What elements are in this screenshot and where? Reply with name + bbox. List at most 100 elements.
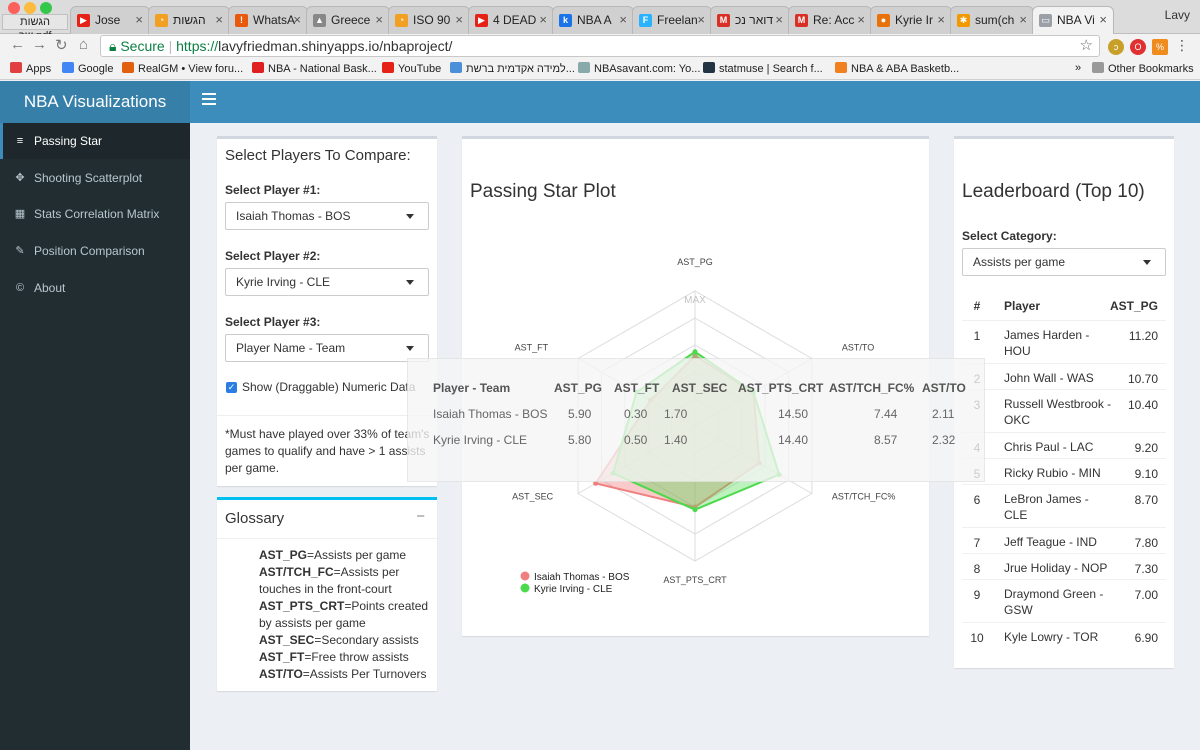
bookmark-icon bbox=[122, 62, 134, 73]
radar-point[interactable] bbox=[692, 349, 698, 355]
database-icon: ≡ bbox=[16, 135, 24, 147]
bookmark-item[interactable]: statmuse | Search f... bbox=[703, 62, 823, 75]
sidebar-item[interactable]: ≡ Passing Star bbox=[0, 123, 190, 159]
close-icon[interactable]: × bbox=[375, 12, 383, 27]
browser-tab[interactable]: ▶ 4 DEAD × bbox=[468, 6, 554, 34]
lb-header-rank[interactable]: # bbox=[973, 299, 981, 313]
player1-select[interactable]: Isaiah Thomas - BOS bbox=[225, 202, 429, 230]
bookmark-item[interactable]: NBAsavant.com: Yo... bbox=[578, 62, 700, 75]
close-icon[interactable]: × bbox=[619, 12, 627, 27]
category-select[interactable]: Assists per game bbox=[962, 248, 1166, 276]
lb-header-value[interactable]: AST_PG bbox=[1109, 299, 1158, 313]
glossary-term: AST/TO bbox=[259, 667, 303, 681]
bookmark-label: למידה אקדמית ברשת... bbox=[466, 63, 575, 75]
reload-icon[interactable]: ↻ bbox=[55, 37, 68, 54]
glossary-entry: AST_SEC=Secondary assists bbox=[259, 632, 429, 649]
divider bbox=[217, 538, 437, 539]
legend-swatch[interactable] bbox=[520, 571, 530, 581]
download-shelf-pdf[interactable]: הגשות שב.pdf bbox=[2, 14, 68, 42]
browser-tab[interactable]: M דואר נכ × bbox=[710, 6, 790, 34]
show-data-label[interactable]: Show (Draggable) Numeric Data bbox=[242, 380, 416, 394]
show-data-checkbox[interactable]: ✓ bbox=[226, 382, 237, 393]
bookmark-item[interactable]: למידה אקדמית ברשת... bbox=[450, 62, 575, 75]
radar-point[interactable] bbox=[692, 507, 698, 513]
legend-label[interactable]: Isaiah Thomas - BOS bbox=[534, 572, 630, 583]
close-icon[interactable]: × bbox=[937, 12, 945, 27]
bookmark-item[interactable]: YouTube bbox=[382, 62, 441, 75]
close-icon[interactable]: × bbox=[697, 12, 705, 27]
close-icon[interactable]: × bbox=[293, 12, 301, 27]
bookmark-item[interactable]: RealGM • View foru... bbox=[122, 62, 243, 75]
minimize-window-icon[interactable] bbox=[24, 2, 36, 14]
copyright-icon: © bbox=[15, 281, 25, 294]
player2-select[interactable]: Kyrie Irving - CLE bbox=[225, 268, 429, 296]
collapse-icon[interactable]: − bbox=[416, 508, 425, 525]
forward-arrow-icon[interactable]: → bbox=[32, 36, 47, 53]
glossary-entry: AST_FT=Free throw assists bbox=[259, 649, 429, 666]
glossary-def: =Assists per game bbox=[307, 548, 407, 562]
bookmark-item[interactable]: NBA & ABA Basketb... bbox=[835, 62, 959, 75]
menu-dots-icon[interactable]: ⋮ bbox=[1175, 37, 1189, 53]
extension-icon[interactable]: ↄ bbox=[1108, 39, 1124, 55]
close-icon[interactable]: × bbox=[857, 12, 865, 27]
close-window-icon[interactable] bbox=[8, 2, 20, 14]
glossary-entry: AST_PG=Assists per game bbox=[259, 547, 429, 564]
browser-tab[interactable]: ◔ ISO 90 × bbox=[388, 6, 470, 34]
url-input[interactable]: 🔒︎ Secure | https://lavyfriedman.shinyap… bbox=[100, 35, 1100, 57]
close-icon[interactable]: × bbox=[1099, 12, 1107, 27]
opera-icon[interactable]: O bbox=[1130, 39, 1146, 55]
browser-tab[interactable]: ▭ NBA Vi × bbox=[1032, 6, 1114, 34]
sidebar-toggle-icon[interactable] bbox=[202, 93, 216, 109]
browser-tab[interactable]: k NBA A × bbox=[552, 6, 634, 34]
bookmark-star-icon[interactable]: ☆ bbox=[1079, 37, 1093, 54]
browser-tab[interactable]: M Re: Acc × bbox=[788, 6, 872, 34]
close-icon[interactable]: × bbox=[135, 12, 143, 27]
player1-value: Isaiah Thomas - BOS bbox=[236, 209, 351, 223]
lb-player: John Wall - WAS bbox=[1004, 371, 1094, 385]
browser-tab[interactable]: ◔ הגשות × bbox=[148, 6, 230, 34]
player3-select[interactable]: Player Name - Team bbox=[225, 334, 429, 362]
youtube-icon: ▶ bbox=[77, 14, 90, 27]
glossary-entry: AST_PTS_CRT=Points created by assists pe… bbox=[259, 598, 429, 632]
bookmark-item[interactable]: Google bbox=[62, 62, 113, 75]
bookmark-item[interactable]: Apps bbox=[10, 62, 51, 75]
glossary-def: =Secondary assists bbox=[314, 633, 419, 647]
close-icon[interactable]: × bbox=[539, 12, 547, 27]
close-icon[interactable]: × bbox=[775, 12, 783, 27]
browser-tab[interactable]: ✱ sum(ch × bbox=[950, 6, 1034, 34]
sidebar-item[interactable]: ✥ Shooting Scatterplot bbox=[0, 160, 190, 196]
player1-label: Select Player #1: bbox=[225, 183, 321, 197]
back-arrow-icon[interactable]: ← bbox=[10, 36, 25, 53]
browser-tab[interactable]: F Freelan × bbox=[632, 6, 712, 34]
coupon-icon[interactable]: % bbox=[1152, 39, 1168, 55]
browser-tab[interactable]: ! WhatsA × bbox=[228, 6, 308, 34]
lb-header-player[interactable]: Player bbox=[1004, 299, 1041, 313]
profile-name[interactable]: Lavy bbox=[1164, 8, 1190, 22]
close-icon[interactable]: × bbox=[455, 12, 463, 27]
legend-swatch[interactable] bbox=[520, 583, 530, 593]
browser-tab[interactable]: ▶ Jose × bbox=[70, 6, 150, 34]
browser-tab[interactable]: ● Kyrie Ir × bbox=[870, 6, 952, 34]
other-bookmarks[interactable]: Other Bookmarks bbox=[1092, 62, 1194, 75]
close-icon[interactable]: × bbox=[215, 12, 223, 27]
sidebar-item[interactable]: ✎ Position Comparison bbox=[0, 233, 190, 269]
tab-label: דואר נכ bbox=[735, 13, 774, 27]
gmail-icon: M bbox=[795, 14, 808, 27]
sidebar-item[interactable]: ▦ Stats Correlation Matrix bbox=[0, 196, 190, 232]
sidebar-item[interactable]: © About bbox=[0, 270, 190, 306]
lb-rank: 10 bbox=[970, 631, 984, 645]
bookmarks-overflow[interactable]: » bbox=[1075, 62, 1082, 74]
app-logo[interactable]: NBA Visualizations bbox=[0, 81, 190, 123]
browser-tab[interactable]: ▲ Greece × bbox=[306, 6, 390, 34]
radar-point[interactable] bbox=[692, 353, 698, 359]
radar-point[interactable] bbox=[593, 480, 599, 486]
home-icon[interactable]: ⌂ bbox=[79, 36, 89, 53]
numeric-data-panel[interactable]: Player - Team AST_PG AST_FT AST_SEC AST_PTS_… bbox=[407, 358, 985, 482]
numeric-header: AST_PTS_CRT bbox=[738, 381, 824, 395]
close-icon[interactable]: × bbox=[1019, 12, 1027, 27]
legend-label[interactable]: Kyrie Irving - CLE bbox=[534, 584, 613, 595]
divider bbox=[217, 415, 437, 416]
maximize-window-icon[interactable] bbox=[40, 2, 52, 14]
bookmark-item[interactable]: NBA - National Bask... bbox=[252, 62, 377, 75]
